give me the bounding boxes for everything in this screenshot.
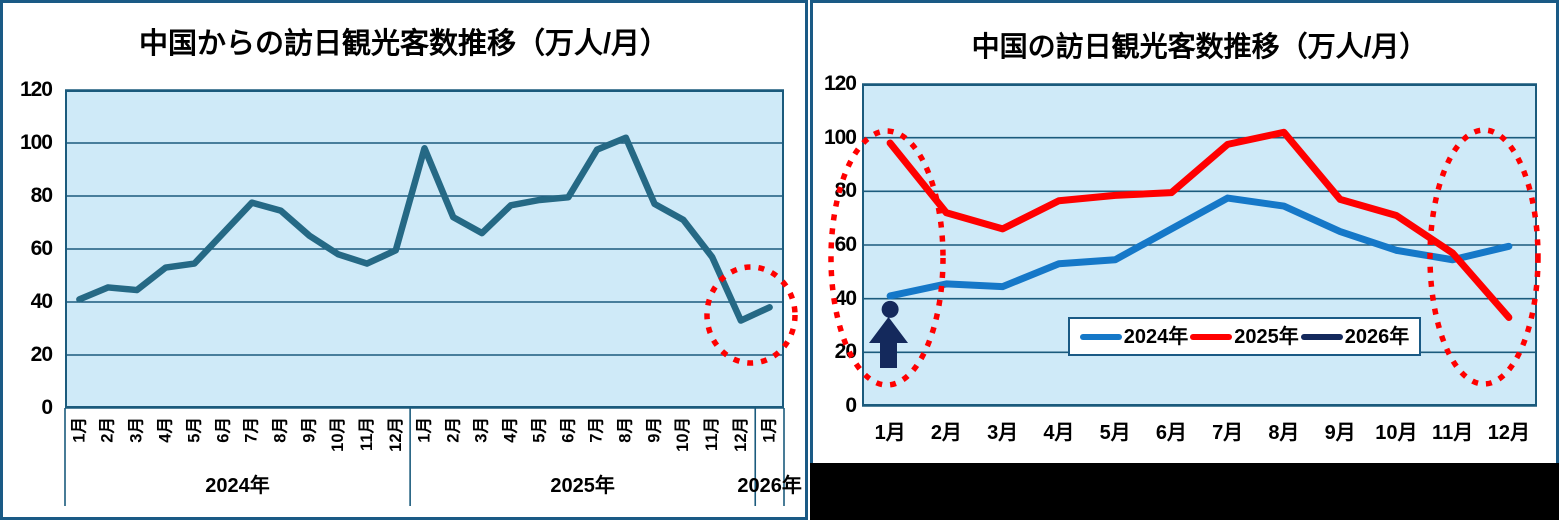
y-axis-tick-label: 100 bbox=[823, 125, 857, 149]
legend-label-2024: 2024年 bbox=[1123, 325, 1189, 348]
x-axis-month-label: 5月 bbox=[1099, 422, 1131, 444]
y-axis-tick-label: 80 bbox=[30, 184, 53, 207]
legend-label-2025: 2025年 bbox=[1234, 325, 1299, 348]
x-axis-month-label: 8月 bbox=[1268, 422, 1300, 444]
legend-item-2026[interactable]: 2026年 bbox=[1300, 325, 1410, 348]
y-axis-tick-label: 60 bbox=[30, 237, 53, 260]
legend-swatch-2026-line bbox=[1300, 333, 1343, 340]
x-axis-month-label: 8月 bbox=[616, 417, 635, 443]
plot-area bbox=[862, 84, 1537, 406]
y-axis-tick-label: 0 bbox=[845, 394, 857, 417]
x-axis-month-label: 7月 bbox=[1212, 422, 1244, 444]
x-axis-month-label: 3月 bbox=[473, 417, 492, 443]
x-axis-month-label: 9月 bbox=[300, 417, 319, 443]
x-axis-month-label: 12月 bbox=[731, 417, 750, 452]
x-axis-month-label: 7月 bbox=[588, 417, 607, 443]
x-axis-month-label: 6月 bbox=[1155, 422, 1187, 444]
x-axis-month-label: 4月 bbox=[1043, 422, 1075, 444]
x-axis-month-label: 1月 bbox=[874, 422, 906, 444]
x-axis-month-label: 9月 bbox=[1324, 422, 1356, 444]
x-axis-month-label: 10月 bbox=[329, 417, 348, 452]
y-axis-tick-label: 40 bbox=[834, 286, 857, 310]
x-axis-month-label: 11月 bbox=[703, 417, 722, 451]
y-axis-tick-label: 120 bbox=[19, 78, 53, 101]
y-axis-tick-label: 120 bbox=[823, 72, 857, 95]
x-axis-year-label: 2026年 bbox=[737, 475, 802, 497]
y-axis-tick-label: 100 bbox=[19, 131, 53, 154]
black-strip bbox=[810, 463, 1559, 520]
x-axis-month-label: 5月 bbox=[185, 417, 204, 443]
x-axis-year-label: 2025年 bbox=[550, 475, 615, 497]
y-axis-tick-label: 20 bbox=[834, 340, 857, 364]
y-axis-tick-label: 0 bbox=[41, 396, 53, 419]
x-axis-year-label: 2024年 bbox=[205, 475, 270, 497]
x-axis-month-label: 2月 bbox=[99, 417, 118, 443]
legend-swatch-2025-line bbox=[1190, 333, 1233, 340]
x-axis-month-label: 12月 bbox=[1487, 422, 1530, 444]
y-axis-tick-label: 80 bbox=[834, 179, 857, 203]
legend-label-2026: 2026年 bbox=[1344, 325, 1410, 348]
x-axis-month-label: 10月 bbox=[674, 417, 693, 452]
x-axis-month-label: 5月 bbox=[530, 417, 549, 443]
legend-item-2024[interactable]: 2024年 bbox=[1079, 325, 1189, 348]
y-axis-tick-label: 40 bbox=[30, 290, 53, 313]
x-axis-month-label: 1月 bbox=[760, 417, 779, 443]
x-axis-month-label: 3月 bbox=[127, 417, 146, 443]
x-axis-month-label: 8月 bbox=[271, 417, 290, 443]
y-axis-tick-label: 20 bbox=[30, 343, 53, 366]
right-chart-title: 中国の訪日観光客数推移（万人/月） bbox=[971, 31, 1428, 62]
x-axis-month-label: 3月 bbox=[987, 422, 1019, 444]
x-axis-month-label: 2月 bbox=[444, 417, 463, 443]
plot-area bbox=[65, 90, 784, 408]
legend-swatch-2024-line bbox=[1079, 333, 1122, 340]
x-axis-month-label: 7月 bbox=[242, 417, 261, 443]
x-axis-month-label: 4月 bbox=[501, 417, 520, 443]
x-axis-month-label: 10月 bbox=[1375, 422, 1418, 444]
x-axis-month-label: 1月 bbox=[70, 417, 89, 443]
x-axis-month-label: 12月 bbox=[386, 417, 405, 452]
legend-item-2025[interactable]: 2025年 bbox=[1190, 327, 1299, 347]
x-axis-month-label: 6月 bbox=[214, 417, 233, 443]
x-axis-month-label: 9月 bbox=[645, 417, 664, 443]
right-chart-panel[interactable]: 中国の訪日観光客数推移（万人/月） 2024年 2025年 2026年 0 20 4… bbox=[810, 0, 1559, 520]
x-axis-month-label: 11月 bbox=[357, 417, 376, 451]
x-axis-month-label: 2月 bbox=[930, 422, 962, 444]
left-chart-panel[interactable]: 中国からの訪日観光客数推移（万人/月） 0 20 40 60 80 100 120 1月 2月 3… bbox=[0, 0, 808, 520]
x-axis-month-label: 11月 bbox=[1432, 422, 1474, 444]
left-chart-title: 中国からの訪日観光客数推移（万人/月） bbox=[138, 28, 670, 60]
x-axis-month-label: 1月 bbox=[415, 417, 434, 443]
y-axis-tick-label: 60 bbox=[834, 233, 857, 256]
legend[interactable]: 2024年 2025年 2026年 bbox=[1068, 317, 1421, 356]
x-axis-month-label: 6月 bbox=[559, 417, 578, 443]
x-axis-month-label: 4月 bbox=[156, 417, 175, 443]
